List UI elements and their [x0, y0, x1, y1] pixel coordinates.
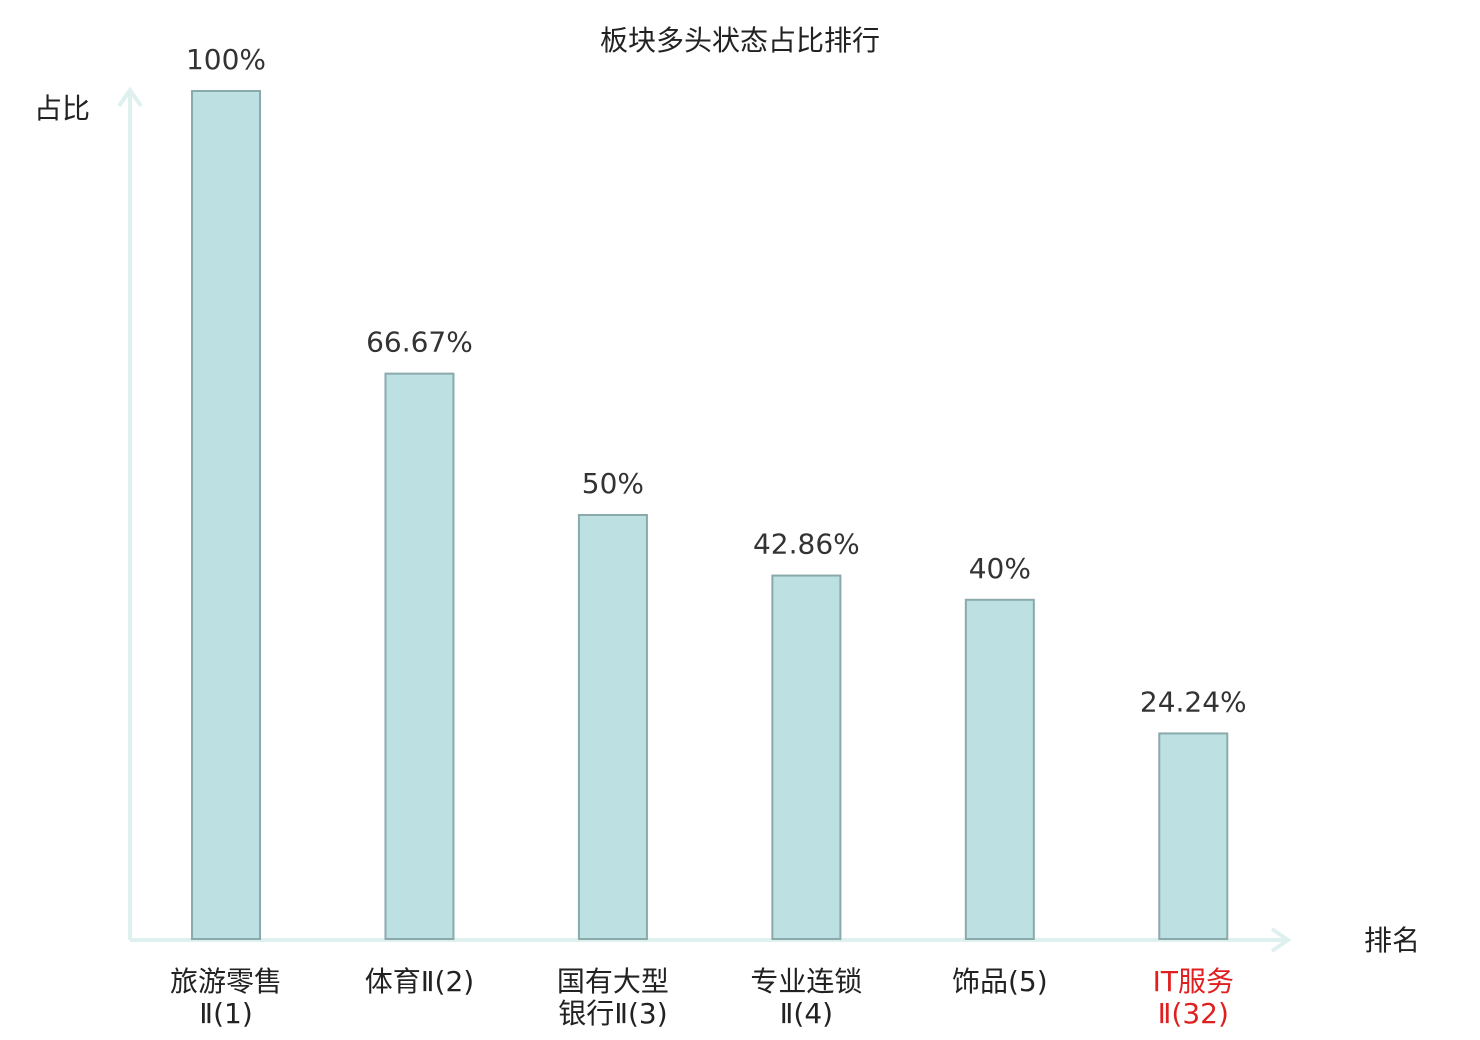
x-tick-label: 旅游零售	[170, 965, 282, 998]
bar	[577, 514, 648, 940]
bar	[191, 90, 262, 940]
x-tick-label: Ⅱ(1)	[199, 997, 252, 1030]
x-tick-label: 国有大型	[557, 965, 669, 998]
x-tick-label: Ⅱ(32)	[1158, 997, 1229, 1030]
x-tick-label: 体育Ⅱ(2)	[365, 965, 474, 998]
value-label: 66.67%	[366, 326, 473, 359]
x-tick-label: 银行Ⅱ(3)	[558, 997, 667, 1030]
axes	[117, 86, 1292, 953]
bar	[1158, 732, 1229, 941]
x-tick-label: 专业连锁	[750, 965, 862, 998]
x-tick-label: Ⅱ(4)	[780, 997, 833, 1030]
value-label: 40%	[969, 552, 1031, 585]
x-tick-label: IT服务	[1153, 965, 1234, 998]
value-label: 50%	[582, 467, 644, 500]
x-tick-label: 饰品(5)	[952, 965, 1048, 998]
x-axis-label: 排名	[1364, 924, 1420, 957]
x-axis	[130, 927, 1292, 953]
value-label: 100%	[186, 43, 266, 76]
bar	[384, 372, 455, 940]
y-axis-label: 占比	[34, 92, 90, 125]
value-label: 42.86%	[753, 528, 860, 561]
chart-title: 板块多头状态占比排行	[600, 24, 880, 57]
bar	[771, 574, 842, 940]
y-axis	[117, 86, 143, 940]
value-label: 24.24%	[1140, 685, 1247, 718]
bar	[964, 598, 1035, 940]
